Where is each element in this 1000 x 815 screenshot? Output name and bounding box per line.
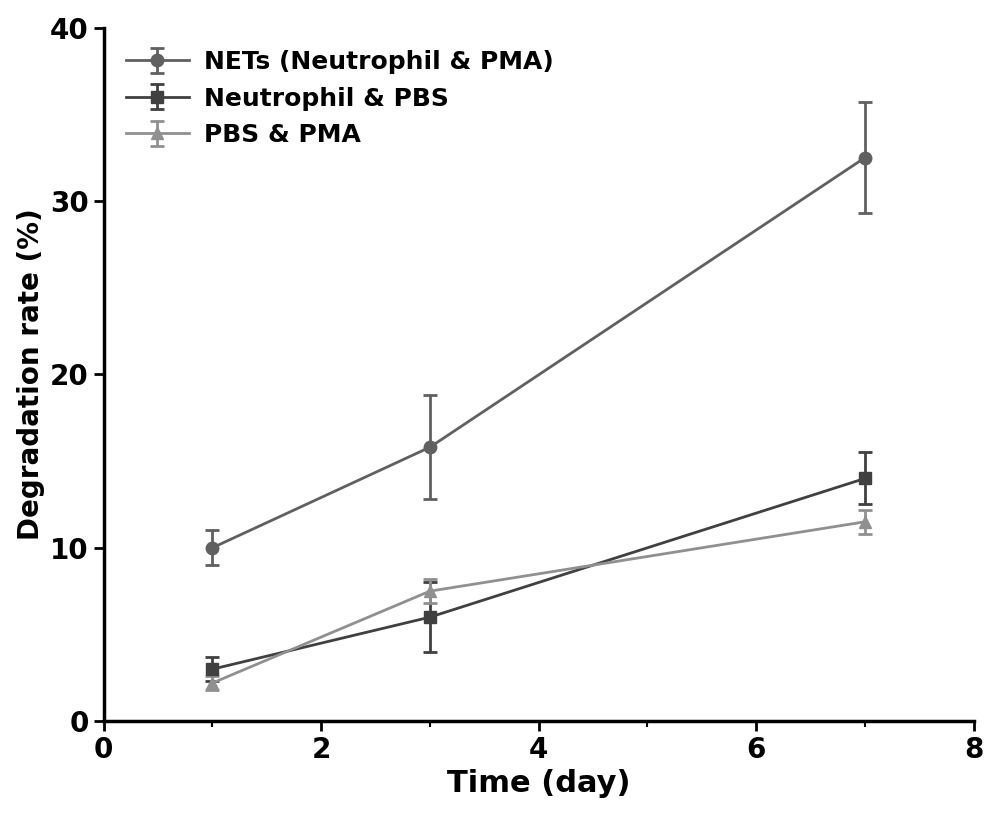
Legend: NETs (Neutrophil & PMA), Neutrophil & PBS, PBS & PMA: NETs (Neutrophil & PMA), Neutrophil & PB…: [116, 40, 563, 157]
Y-axis label: Degradation rate (%): Degradation rate (%): [17, 209, 45, 540]
X-axis label: Time (day): Time (day): [447, 769, 630, 799]
